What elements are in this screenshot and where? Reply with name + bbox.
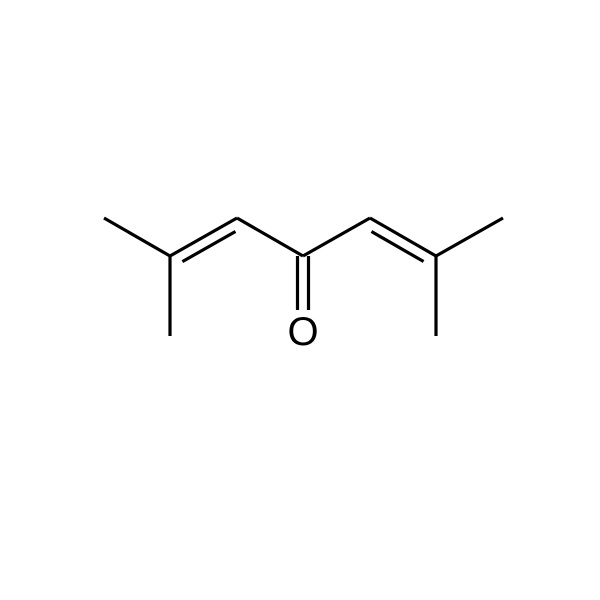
atom-label: O — [287, 310, 318, 354]
bond-line — [436, 218, 503, 256]
molecule-diagram: O — [0, 0, 600, 600]
bond-line — [237, 218, 303, 256]
bond-line — [303, 218, 370, 256]
bond-line — [371, 232, 423, 262]
bond-line — [182, 232, 235, 262]
bond-line — [104, 218, 170, 256]
